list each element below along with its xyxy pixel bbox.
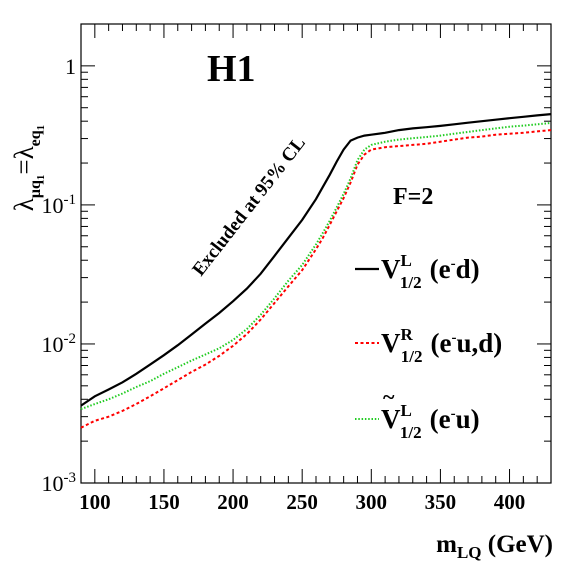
x-tick-labels: 100 150 200 250 300 350 400 (79, 490, 525, 514)
legend-symbol: V (381, 328, 401, 358)
y-tick-base: 10 (42, 471, 64, 496)
y-label-sub-mu: μq (27, 180, 44, 198)
legend-symbol: V (381, 404, 401, 434)
legend: VL 1/2 (e-d)VR 1/2 (e-u,d)VL 1/2 (e-u)~ (355, 251, 502, 442)
y-label-sub-e: eq (27, 130, 44, 146)
y-label-equals: = (9, 159, 39, 174)
y-label-sub-index-2: 1 (35, 125, 47, 131)
fermion-number-label: F=2 (393, 184, 433, 210)
y-tick-label: 10-2 (42, 331, 77, 357)
legend-process-tail: u,d) (457, 328, 503, 358)
y-label-lambda-1: λ (9, 198, 39, 211)
legend-sup: R (401, 325, 414, 344)
legend-process-sup: - (452, 330, 457, 346)
y-tick-label: 10-1 (42, 192, 77, 218)
excluded-annotation: Excluded at 95% CL (188, 133, 310, 280)
y-tick-exp: -3 (64, 470, 77, 486)
y-tick-base: 1 (65, 54, 76, 79)
series-line-2 (80, 129, 552, 429)
y-tick-labels: 110-110-210-3 (42, 54, 77, 496)
legend-process-sup: - (451, 256, 456, 272)
legend-sub: 1/2 (401, 347, 423, 366)
axis-ticks (80, 23, 552, 484)
y-tick-exp: -2 (64, 331, 77, 347)
x-axis-label-base: m (436, 531, 457, 558)
x-axis-label: mLQ (GeV) (436, 531, 553, 562)
x-tick-label: 150 (148, 490, 180, 514)
x-tick-label: 300 (356, 490, 388, 514)
legend-tilde: ~ (383, 384, 395, 409)
x-tick-label: 200 (217, 490, 249, 514)
legend-label-2: VR 1/2 (e-u,d) (381, 325, 502, 366)
legend-process: (e (430, 404, 451, 434)
series-lines (80, 113, 552, 429)
experiment-label: H1 (207, 48, 256, 90)
legend-process-tail: u) (456, 404, 480, 434)
legend-process-sup: - (451, 406, 456, 422)
legend-sup: L (401, 251, 412, 270)
legend-process: (e (431, 328, 452, 358)
legend-process: (e (430, 254, 451, 284)
plot-frame (80, 23, 552, 484)
legend-sup: L (401, 401, 412, 420)
series-line-1 (80, 113, 552, 407)
y-tick-base: 10 (42, 193, 64, 218)
series-line-3 (80, 122, 552, 411)
legend-label-3: VL 1/2 (e-u) (381, 401, 480, 442)
y-tick-base: 10 (42, 332, 64, 357)
y-label-lambda-2: λ (9, 146, 39, 159)
x-axis-label-sub: LQ (457, 543, 482, 562)
y-tick-label: 1 (65, 54, 76, 79)
y-axis-label: λμq1=λeq1 (9, 125, 47, 211)
x-axis-label-unit: (GeV) (488, 531, 553, 558)
y-label-sub-index-1: 1 (35, 175, 47, 181)
legend-symbol: V (381, 254, 401, 284)
y-tick-exp: -1 (64, 192, 77, 208)
legend-process-tail: d) (456, 254, 480, 284)
x-tick-label: 100 (79, 490, 111, 514)
x-tick-label: 250 (286, 490, 318, 514)
legend-sub: 1/2 (400, 273, 422, 292)
y-tick-label: 10-3 (42, 470, 77, 496)
legend-label-1: VL 1/2 (e-d) (381, 251, 480, 292)
legend-sub: 1/2 (400, 423, 422, 442)
x-tick-label: 400 (494, 490, 526, 514)
x-tick-label: 350 (425, 490, 457, 514)
